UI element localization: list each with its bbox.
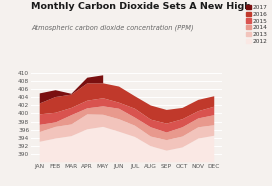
Legend: 2017, 2016, 2015, 2014, 2013, 2012: 2017, 2016, 2015, 2014, 2013, 2012 <box>246 5 268 44</box>
Text: Monthly Carbon Dioxide Sets A New High: Monthly Carbon Dioxide Sets A New High <box>31 2 251 11</box>
Text: Atmospheric carbon dioxide concentration (PPM): Atmospheric carbon dioxide concentration… <box>31 24 194 31</box>
